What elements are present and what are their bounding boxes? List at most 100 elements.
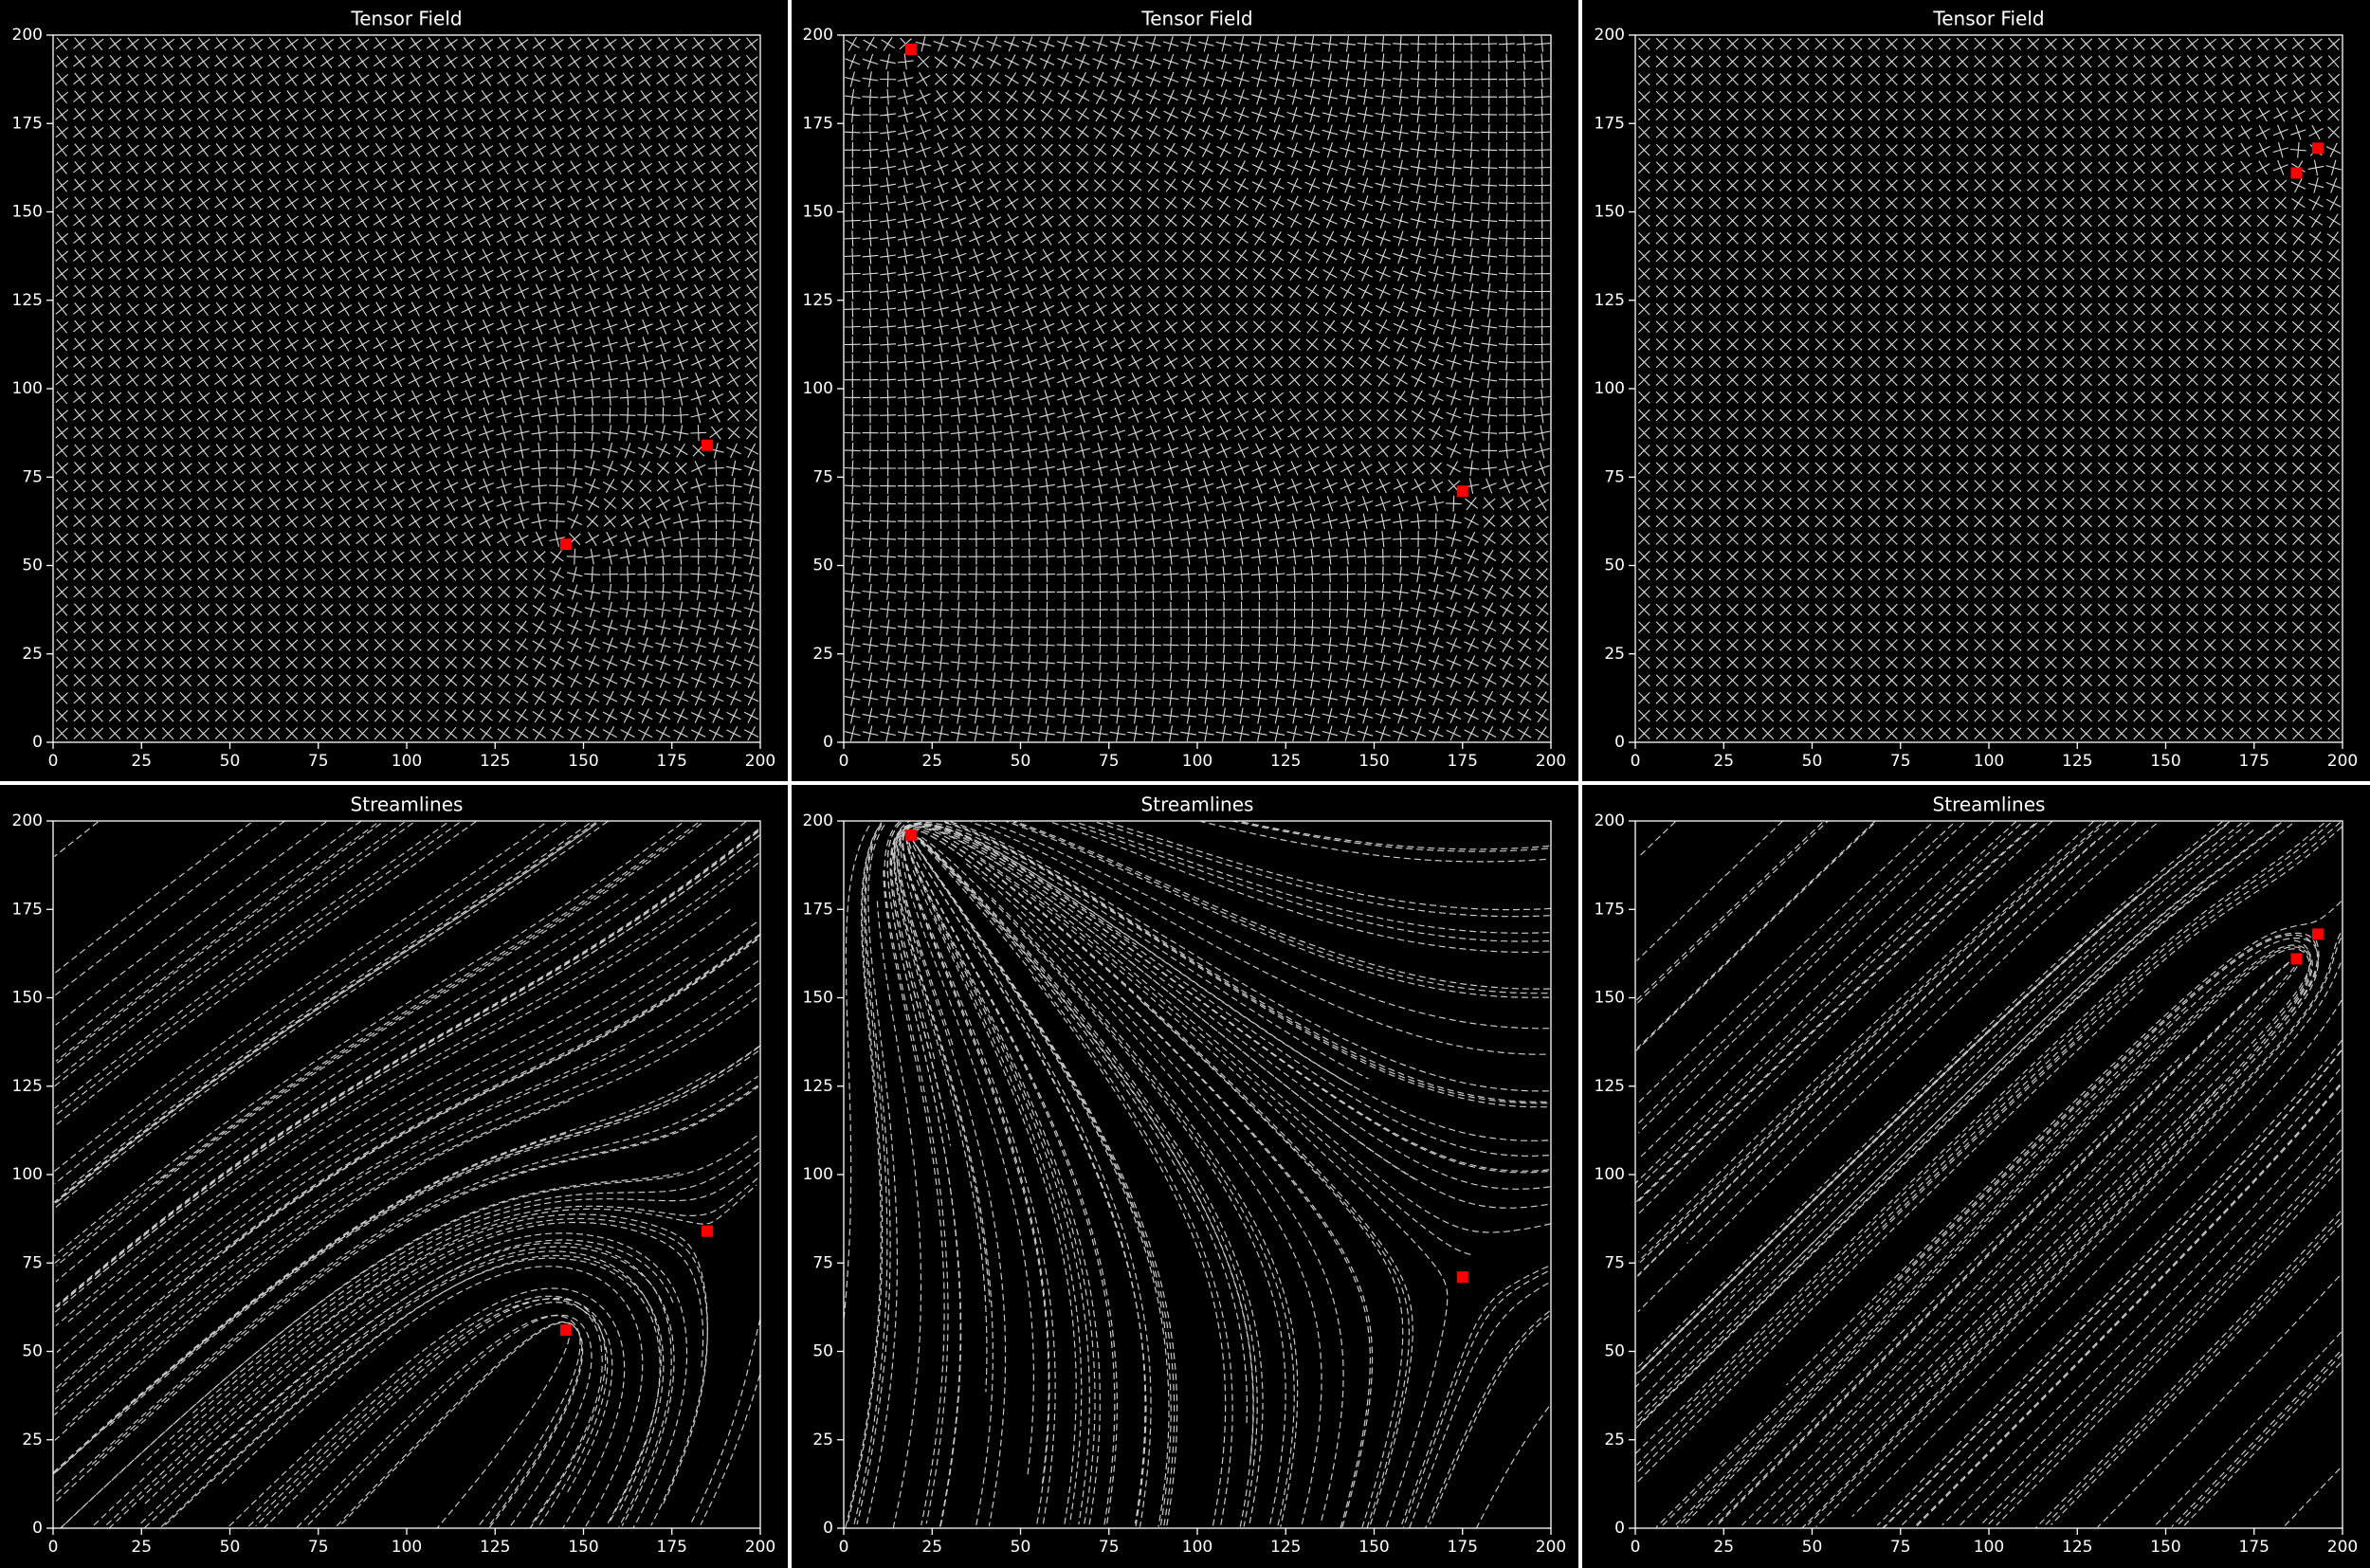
x-tick-label: 100 — [1182, 752, 1212, 771]
y-tick-label: 175 — [803, 900, 833, 919]
streamline — [1401, 1266, 1549, 1525]
streamline — [141, 982, 760, 1351]
x-tick-label: 50 — [220, 1538, 241, 1557]
streamline — [189, 1147, 759, 1416]
x-tick-label: 150 — [1358, 752, 1389, 771]
streamline — [1013, 821, 1550, 990]
streamline — [162, 1254, 665, 1528]
streamline — [1781, 1087, 2218, 1526]
streamline — [55, 821, 285, 996]
streamline — [54, 822, 447, 1109]
x-tick-label: 150 — [2150, 752, 2180, 771]
streamline — [436, 1338, 570, 1528]
y-tick-label: 125 — [803, 1077, 833, 1096]
streamline — [54, 822, 596, 1203]
streamline — [1898, 1068, 2341, 1528]
y-tick-label: 200 — [803, 811, 833, 830]
streamline — [296, 1315, 581, 1528]
streamline — [1676, 946, 2312, 1528]
streamline — [206, 1242, 672, 1527]
streamline — [1635, 830, 2254, 1405]
streamline — [905, 837, 1090, 1525]
streamline — [978, 834, 1548, 1104]
singularity — [702, 439, 714, 451]
x-tick-label: 175 — [1448, 1538, 1478, 1557]
streamline — [55, 821, 327, 1026]
field — [55, 37, 760, 741]
y-tick-label: 150 — [1595, 203, 1625, 222]
streamline — [1979, 1149, 2343, 1525]
streamline — [847, 823, 884, 1524]
streamline — [970, 821, 1546, 1055]
streamline — [1637, 823, 2157, 1313]
x-tick-label: 0 — [839, 1538, 849, 1557]
panel: Streamlines 0 25 50 75 100 125 150 175 200 0 25 50 75… — [803, 793, 1567, 1558]
streamline — [1475, 1406, 1550, 1528]
streamline — [907, 841, 1116, 1525]
streamline — [1092, 821, 1550, 918]
streamline — [1636, 821, 2107, 1267]
streamline — [1636, 821, 1829, 1004]
y-tick-label: 75 — [22, 1253, 43, 1272]
streamline — [1635, 822, 2243, 1388]
x-tick-label: 75 — [1890, 752, 1911, 771]
streamline — [912, 844, 1147, 1526]
streamline — [991, 897, 1299, 1527]
streamline — [1409, 1282, 1549, 1528]
streamline — [1139, 1000, 1404, 1527]
streamline — [175, 1045, 760, 1366]
streamline — [144, 1246, 675, 1528]
streamline — [2051, 1222, 2343, 1525]
streamline — [1200, 821, 1546, 863]
streamline — [180, 821, 747, 1194]
x-tick-label: 175 — [657, 1538, 687, 1557]
streamline — [247, 1298, 603, 1527]
streamline — [53, 823, 545, 1173]
panel: Streamlines 0 25 50 75 100 125 150 175 200 0 25 50 75… — [1595, 793, 2359, 1558]
x-tick-label: 200 — [745, 752, 775, 771]
streamline — [978, 858, 1449, 1527]
streamline — [1016, 914, 1322, 1526]
streamline — [1012, 821, 1548, 994]
y-tick-label: 150 — [1595, 989, 1625, 1008]
x-tick-label: 50 — [220, 752, 241, 771]
y-tick-label: 50 — [22, 1342, 43, 1361]
streamline — [53, 821, 477, 1127]
streamline — [856, 846, 891, 1525]
y-tick-label: 0 — [823, 1519, 833, 1538]
streamline — [160, 1257, 661, 1528]
streamline — [1881, 826, 2343, 1229]
streamline — [163, 921, 757, 1287]
streamline — [1715, 961, 2290, 1525]
streamline — [228, 1287, 626, 1528]
streamline — [907, 841, 1119, 1524]
x-tick-label: 200 — [1536, 1538, 1566, 1557]
streamline — [1425, 1310, 1550, 1528]
y-tick-label: 100 — [1595, 379, 1625, 398]
streamline — [1637, 885, 2203, 1422]
streamline — [255, 1298, 613, 1527]
x-tick-label: 100 — [1974, 1538, 2004, 1557]
streamline — [221, 1266, 644, 1528]
chart-title: Tensor Field — [1932, 8, 2044, 30]
streamline — [1638, 821, 1676, 858]
streamline — [96, 834, 760, 1278]
streamline — [898, 829, 1372, 1528]
streamline — [53, 847, 663, 1265]
tensor-glyphs — [844, 35, 1551, 742]
streamline — [93, 1184, 757, 1526]
streamline — [317, 1213, 708, 1526]
streamline — [985, 821, 1550, 1030]
x-tick-label: 175 — [1448, 752, 1478, 771]
y-tick-label: 100 — [803, 1165, 833, 1184]
streamline — [274, 1250, 662, 1526]
x-tick-label: 150 — [568, 752, 598, 771]
streamline — [947, 821, 1549, 1092]
streamline — [108, 1050, 759, 1427]
streamline — [1641, 822, 2231, 1371]
streamline — [54, 822, 413, 1087]
streamline — [1851, 999, 2343, 1518]
streamline — [1807, 937, 2342, 1525]
streamline — [54, 821, 99, 857]
y-tick-label: 0 — [1614, 1519, 1625, 1538]
